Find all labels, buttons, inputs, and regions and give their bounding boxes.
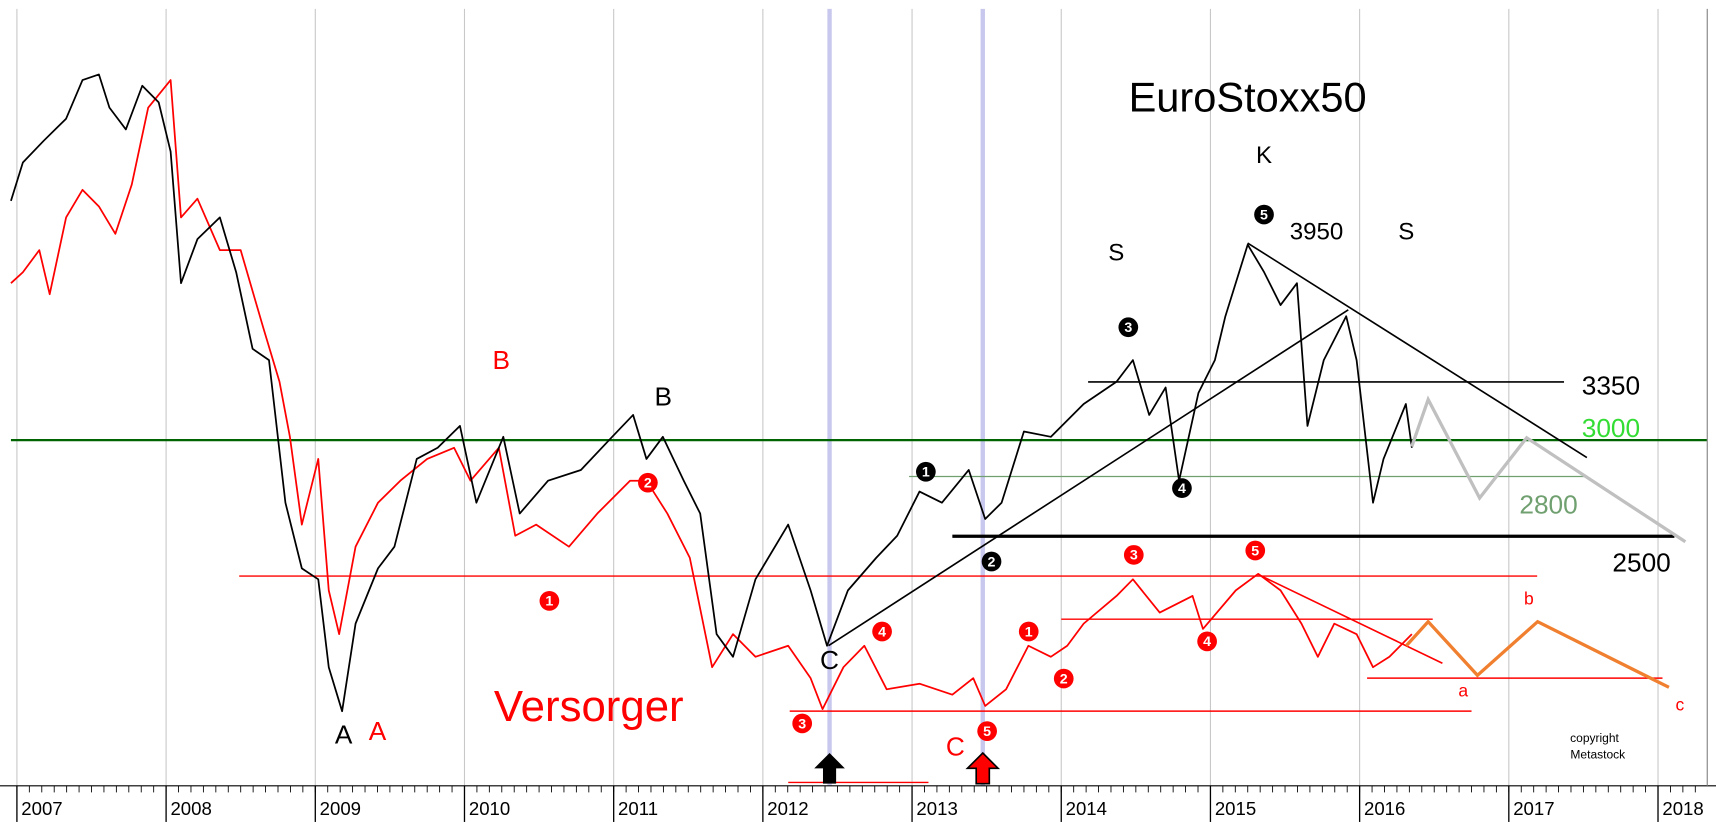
wave-label: C — [820, 645, 839, 675]
wave-count-badge — [1245, 540, 1266, 561]
wave-label: K — [1256, 142, 1272, 169]
wave-count: 1 — [545, 594, 553, 610]
levels — [10, 381, 1708, 784]
level-label: 2800 — [1519, 490, 1577, 520]
x-tick-label: 2014 — [1066, 798, 1107, 819]
wave-count: 5 — [1251, 543, 1259, 559]
x-tick-label: 2012 — [767, 798, 808, 819]
series-label: EuroStoxx50 — [1129, 74, 1367, 121]
wave-count-badge — [638, 472, 658, 493]
wave-count-badge — [977, 721, 997, 741]
x-tick-label: 2018 — [1662, 798, 1703, 819]
wave-count: 3 — [1130, 548, 1138, 564]
trend-line — [828, 309, 1349, 647]
grid — [16, 8, 1659, 786]
x-tick-label: 2007 — [21, 798, 62, 819]
wave-label: S — [1108, 239, 1124, 266]
wave-count-badge — [872, 621, 892, 642]
forecast-path — [1410, 395, 1687, 544]
wave-count-badge — [1118, 317, 1139, 338]
wave-count-badge — [1172, 478, 1192, 499]
x-tick-label: 2016 — [1364, 798, 1405, 819]
wave-count: 5 — [1260, 207, 1268, 223]
trend-line — [1258, 573, 1443, 664]
level-label: 3350 — [1582, 370, 1640, 400]
wave-label: B — [492, 345, 510, 375]
wave-count: 3 — [1124, 320, 1132, 336]
series-line — [10, 73, 1413, 713]
arrow — [965, 751, 1001, 785]
series-label: Versorger — [494, 682, 684, 731]
wave-count-badge — [1018, 621, 1039, 642]
x-tick-label: 2017 — [1513, 798, 1554, 819]
wave-label: a — [1458, 680, 1468, 700]
wave-label: A — [335, 720, 353, 750]
wave-label: c — [1676, 695, 1685, 715]
level-label: 2500 — [1612, 548, 1670, 578]
x-tick-label: 2009 — [320, 798, 361, 819]
wave-label: B — [654, 381, 672, 411]
labels: 3350 3000 2800 2500 K S S 3950 B A C B A Ca b c 5 3 1 4 2 1 1 2… — [335, 142, 1685, 762]
wave-count: 1 — [1025, 624, 1033, 640]
wave-count-badge — [916, 461, 936, 482]
wave-count-badge — [539, 591, 560, 611]
level-label: 3000 — [1582, 413, 1640, 443]
wave-label: A — [369, 716, 387, 746]
wave-count: 1 — [922, 465, 930, 481]
x-tick-label: 2008 — [170, 798, 211, 819]
wave-count: 5 — [983, 724, 991, 740]
lines — [10, 73, 1413, 713]
x-tick-label: 2010 — [469, 798, 510, 819]
wave-count: 2 — [1060, 671, 1068, 687]
x-tick-label: 2013 — [916, 798, 957, 819]
x-tick-label: 2015 — [1215, 798, 1256, 819]
wave-count: 4 — [1178, 481, 1186, 497]
wave-count: 4 — [1203, 634, 1211, 650]
wave-count-badge — [1123, 545, 1144, 565]
wave-count: 3 — [798, 716, 806, 732]
wave-count-badge — [1197, 631, 1217, 652]
wave-count-badge — [1053, 668, 1074, 689]
wave-label: 3950 — [1290, 219, 1344, 246]
wave-count-badge — [792, 713, 813, 734]
wave-count: 4 — [878, 624, 886, 640]
wave-count: 2 — [644, 476, 652, 492]
source: Metastock — [1570, 747, 1626, 761]
series-line — [10, 79, 1413, 710]
wave-label: C — [946, 732, 965, 762]
wave-count: 2 — [988, 554, 996, 570]
x-axis: 2007 2008 2009 2010 2011 2012 2013 2014 2015 2016… — [0, 8, 1716, 822]
wave-label: b — [1524, 588, 1534, 608]
wave-label: S — [1398, 219, 1414, 246]
wave-count-badge — [981, 551, 1002, 572]
forecast-path — [1405, 619, 1670, 689]
trend-line — [1247, 242, 1588, 459]
wave-count-badge — [1254, 204, 1274, 225]
copyright: copyright — [1570, 731, 1619, 745]
arrow — [814, 752, 845, 784]
trend-lines — [828, 242, 1687, 689]
arrows — [814, 751, 1001, 785]
x-tick-label: 2011 — [618, 798, 658, 819]
